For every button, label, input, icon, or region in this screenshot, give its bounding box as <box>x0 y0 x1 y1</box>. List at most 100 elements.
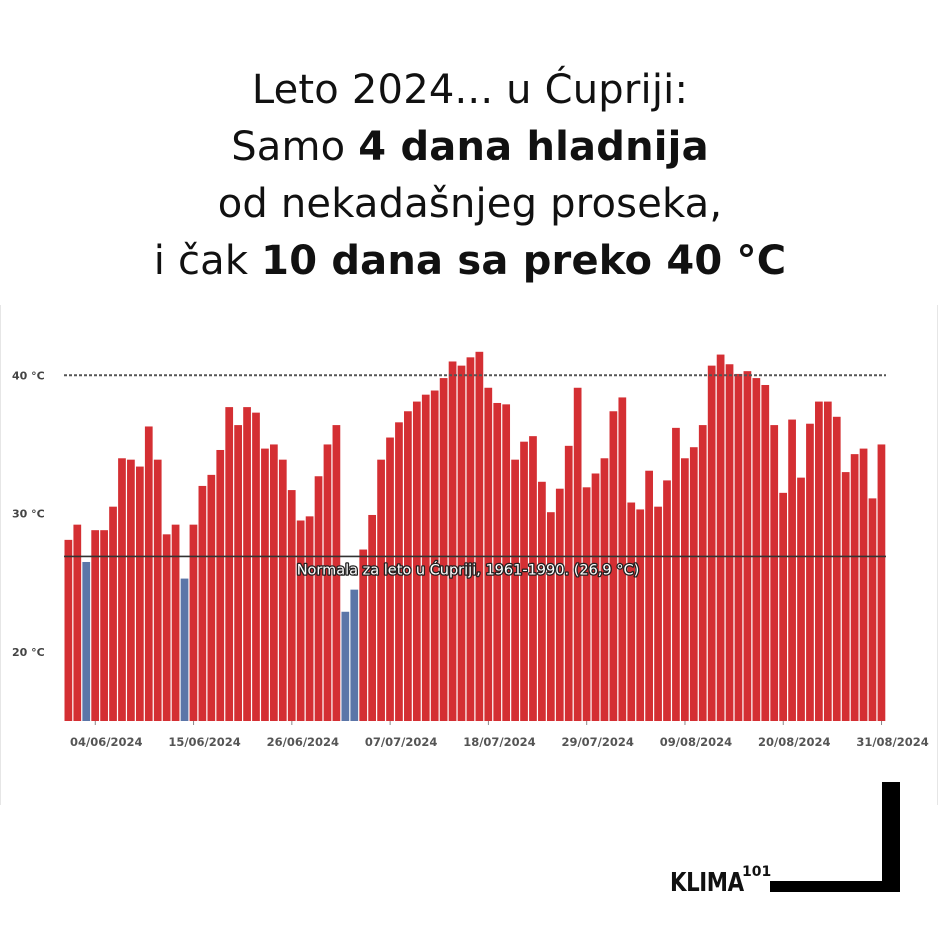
headline-line-4: i čak 10 dana sa preko 40 °C <box>0 233 940 290</box>
temperature-chart: Normala za leto u Ćupriji, 1961-1990. (2… <box>0 300 940 810</box>
bar-day-58 <box>573 387 582 721</box>
bar-day-5 <box>100 530 108 721</box>
bar-day-71 <box>689 447 698 721</box>
bar-day-68 <box>663 480 671 721</box>
bar-day-69 <box>672 427 680 721</box>
bar-day-35 <box>368 514 377 721</box>
bar-day-60 <box>591 473 600 721</box>
corner-bracket-vertical <box>882 782 900 892</box>
headline-line-2-bold: 4 dana hladnija <box>358 124 709 170</box>
corner-bracket-horizontal <box>770 881 900 892</box>
bar-day-28 <box>305 516 314 721</box>
bar-day-82 <box>788 419 796 721</box>
bar-day-34 <box>359 549 368 721</box>
bar-day-91 <box>868 498 877 721</box>
bar-day-80 <box>770 425 779 721</box>
bar-day-11 <box>153 459 162 721</box>
bar-day-73 <box>707 365 716 721</box>
bar-day-81 <box>779 492 788 721</box>
bar-day-47 <box>475 351 484 721</box>
bar-day-84 <box>806 423 814 721</box>
bar-day-83 <box>797 477 805 721</box>
bar-day-23 <box>261 448 269 721</box>
bar-day-62 <box>609 411 618 721</box>
bar-day-49 <box>493 402 502 721</box>
bar-day-17 <box>207 474 216 721</box>
bar-day-89 <box>850 454 859 721</box>
x-tick-label-69: 09/08/2024 <box>660 735 732 749</box>
bar-day-12 <box>162 534 171 721</box>
bar-day-40 <box>412 401 421 721</box>
bar-day-6 <box>109 506 117 721</box>
bar-day-56 <box>555 488 564 721</box>
bar-day-4 <box>91 530 100 721</box>
bar-day-37 <box>386 437 394 721</box>
bar-day-64 <box>627 502 636 721</box>
bar-day-38 <box>395 422 403 721</box>
bar-day-31 <box>332 425 341 721</box>
bar-day-25 <box>278 459 287 721</box>
bar-day-24 <box>270 444 278 721</box>
x-tick-label-47: 18/07/2024 <box>463 735 535 749</box>
bar-day-86 <box>823 401 832 721</box>
x-tick-label-36: 07/07/2024 <box>365 735 437 749</box>
bar-day-36 <box>377 459 385 721</box>
bar-day-41 <box>421 394 430 721</box>
chart-frame-right <box>937 305 938 805</box>
bar-day-14 <box>180 578 189 721</box>
x-tick-label-91: 31/08/2024 <box>856 735 928 749</box>
x-tick-label-3: 04/06/2024 <box>70 735 142 749</box>
normal-reference-label: Normala za leto u Ćupriji, 1961-1990. (2… <box>297 560 640 578</box>
bar-day-46 <box>466 357 475 721</box>
bar-day-75 <box>725 364 734 721</box>
bar-day-44 <box>448 361 457 721</box>
bar-day-45 <box>457 365 466 721</box>
bar-day-2 <box>73 524 82 721</box>
bar-day-39 <box>404 411 412 721</box>
headline-line-2: Samo 4 dana hladnija <box>0 119 940 176</box>
bar-day-52 <box>520 441 528 721</box>
bar-day-8 <box>127 459 135 721</box>
headline-line-4-bold: 10 dana sa preko 40 °C <box>261 238 787 284</box>
bar-day-78 <box>752 378 761 721</box>
bar-day-19 <box>225 407 234 721</box>
bar-day-74 <box>716 354 725 721</box>
bar-day-30 <box>323 444 332 721</box>
bar-day-53 <box>529 436 537 721</box>
bar-day-27 <box>296 520 305 721</box>
headline-line-1: Leto 2024... u Ćupriji: <box>251 67 689 113</box>
bar-day-9 <box>135 466 144 721</box>
bar-day-66 <box>645 470 653 721</box>
bar-day-54 <box>538 481 546 721</box>
bar-day-77 <box>743 371 752 721</box>
headline: Leto 2024... u Ćupriji: Samo 4 dana hlad… <box>0 62 940 290</box>
bar-day-72 <box>698 425 707 721</box>
bar-day-57 <box>564 445 573 721</box>
bar-day-16 <box>198 485 207 721</box>
bar-day-15 <box>189 524 198 721</box>
x-tick-label-80: 20/08/2024 <box>758 735 830 749</box>
bar-day-20 <box>234 425 242 721</box>
bar-day-63 <box>618 397 627 721</box>
bar-day-48 <box>484 387 493 721</box>
bar-day-18 <box>216 449 225 721</box>
y-tick-label-30: 30 °C <box>12 508 45 521</box>
bar-day-67 <box>654 506 662 721</box>
bar-day-55 <box>546 512 555 721</box>
headline-line-3: od nekadašnjeg proseka, <box>217 181 723 227</box>
bar-day-21 <box>243 407 251 721</box>
headline-line-2-plain: Samo <box>231 124 359 170</box>
bar-day-59 <box>582 487 591 721</box>
bar-day-90 <box>859 448 868 721</box>
bar-day-13 <box>171 524 180 721</box>
bar-day-22 <box>252 412 260 721</box>
bar-day-85 <box>815 401 823 721</box>
bar-day-1 <box>64 539 73 721</box>
bar-day-88 <box>841 472 850 721</box>
bar-day-3 <box>82 561 91 721</box>
bar-day-26 <box>287 490 296 721</box>
headline-line-4-plain: i čak <box>153 238 262 284</box>
x-tick-label-58: 29/07/2024 <box>561 735 633 749</box>
bar-day-76 <box>734 373 743 721</box>
bar-day-32 <box>341 611 350 721</box>
